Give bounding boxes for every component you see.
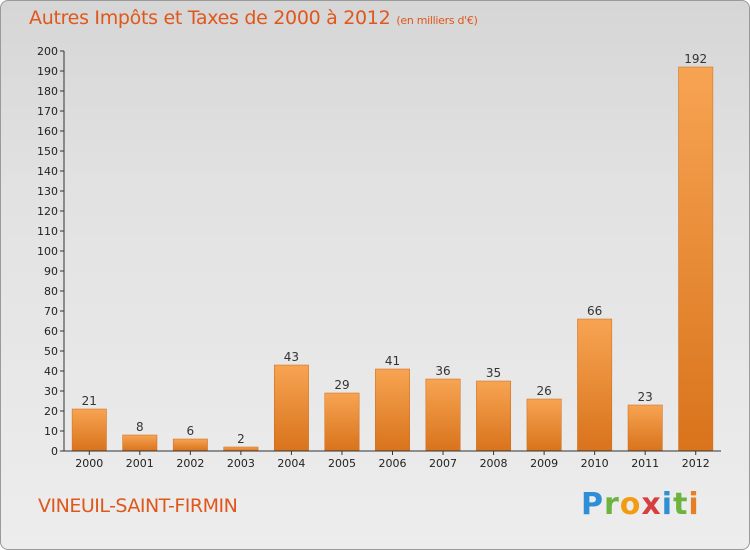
x-tick-label: 2007 — [429, 457, 457, 470]
bar — [425, 378, 461, 452]
logo-letter: o — [619, 487, 642, 522]
y-axis: 0 10 20 30 40 50 60 70 80 90 100 110 120 130 140 150 160… — [37, 45, 65, 458]
x-tick-label: 2002 — [176, 457, 204, 470]
logo-letter: i — [661, 487, 674, 522]
y-tick-label: 120 — [37, 205, 58, 218]
y-tick-label: 30 — [44, 385, 58, 398]
bar — [324, 392, 360, 452]
y-tick-label: 100 — [37, 245, 58, 258]
bar-value-label: 41 — [385, 354, 400, 368]
logo-letter: x — [641, 487, 662, 522]
chart-title: Autres Impôts et Taxes de 2000 à 2012 (en… — [29, 7, 478, 29]
x-tick-label: 2004 — [277, 457, 305, 470]
y-tick-label: 10 — [44, 425, 58, 438]
bar — [122, 434, 158, 452]
bar-value-label: 21 — [82, 394, 97, 408]
chart-title-text: Autres Impôts et Taxes de 2000 à 2012 — [29, 7, 391, 29]
bar-value-label: 23 — [638, 390, 653, 404]
bar — [577, 318, 613, 452]
bar-value-label: 35 — [486, 366, 501, 380]
x-tick-label: 2003 — [227, 457, 255, 470]
bar-value-label: 26 — [536, 384, 551, 398]
bar-value-label: 6 — [187, 424, 195, 438]
x-tick-label: 2005 — [328, 457, 356, 470]
y-tick-label: 0 — [51, 445, 58, 458]
x-tick-label: 2009 — [530, 457, 558, 470]
x-axis: 2000 2001 2002 2003 2004 2005 2006 2007 2008 2009… — [64, 450, 721, 470]
bar — [223, 446, 259, 452]
logo-letter: r — [604, 487, 620, 522]
bar-value-label: 8 — [136, 420, 144, 434]
logo-letter: i — [688, 487, 700, 522]
x-tick-label: 2008 — [480, 457, 508, 470]
x-tick-label: 2001 — [126, 457, 154, 470]
y-tick-label: 20 — [44, 405, 58, 418]
x-tick-label: 2006 — [379, 457, 407, 470]
y-tick-label: 130 — [37, 185, 58, 198]
proxiti-logo: Proxiti — [581, 487, 700, 522]
bar — [526, 398, 562, 452]
logo-letter: P — [581, 487, 604, 522]
y-tick-label: 60 — [44, 325, 58, 338]
bar — [273, 364, 309, 452]
y-tick-label: 40 — [44, 365, 58, 378]
bar — [172, 438, 208, 452]
bar-value-label: 2 — [237, 432, 245, 446]
bar — [476, 380, 512, 452]
bar-value-label: 43 — [284, 350, 299, 364]
y-tick-label: 170 — [37, 105, 58, 118]
y-tick-label: 140 — [37, 165, 58, 178]
x-tick-label: 2010 — [581, 457, 609, 470]
bar — [71, 408, 107, 452]
y-tick-label: 110 — [37, 225, 58, 238]
logo-letter: t — [673, 487, 689, 522]
bar-value-label: 29 — [334, 378, 349, 392]
x-tick-label: 2000 — [75, 457, 103, 470]
bar-value-label: 66 — [587, 304, 602, 318]
y-tick-label: 50 — [44, 345, 58, 358]
bar — [678, 66, 714, 452]
y-tick-label: 160 — [37, 125, 58, 138]
city-name: VINEUIL-SAINT-FIRMIN — [38, 495, 238, 517]
bar-value-label: 36 — [435, 364, 450, 378]
x-tick-label: 2012 — [682, 457, 710, 470]
chart-unit: (en milliers d'€) — [396, 14, 478, 27]
bar — [627, 404, 663, 452]
y-tick-label: 80 — [44, 285, 58, 298]
y-tick-label: 150 — [37, 145, 58, 158]
bar-value-label: 192 — [684, 52, 707, 66]
x-tick-label: 2011 — [631, 457, 659, 470]
y-tick-label: 180 — [37, 85, 58, 98]
y-tick-label: 200 — [37, 45, 58, 58]
y-tick-label: 70 — [44, 305, 58, 318]
bar — [375, 368, 410, 452]
y-tick-label: 190 — [37, 65, 58, 78]
bars: 21 8 6 2 43 29 41 36 35 26 66 23 192 — [71, 52, 714, 452]
y-tick-label: 90 — [44, 265, 58, 278]
